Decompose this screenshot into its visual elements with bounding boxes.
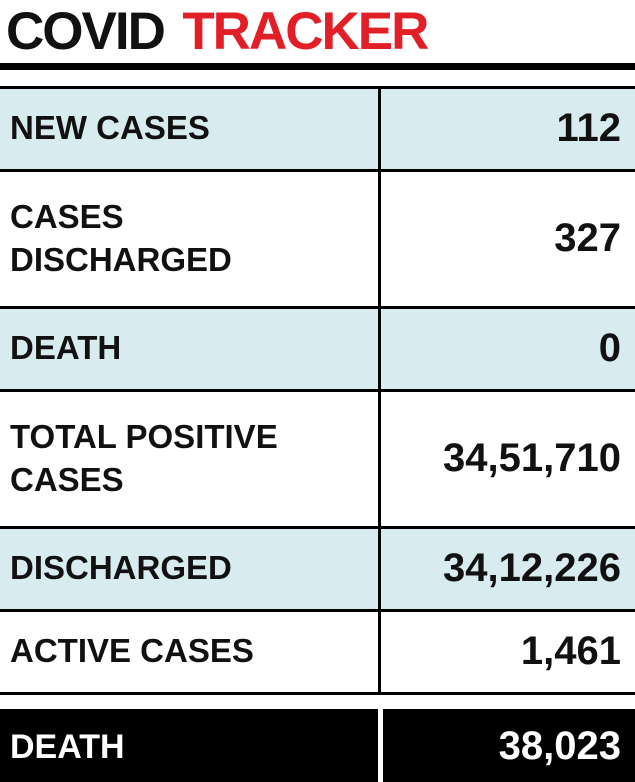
row-label-cell: NEW CASES: [10, 109, 210, 147]
row-value-cell: 327: [378, 171, 635, 306]
row-label-cell: CASES DISCHARGED: [10, 197, 232, 278]
table-row: TOTAL POSITIVE CASES 34,51,710: [0, 391, 635, 529]
title-covid: COVID: [6, 2, 166, 61]
page-title: COVID TRACKER: [0, 0, 635, 60]
row-value-cell: 34,51,710: [378, 391, 635, 526]
row-label-cell: DEATH: [10, 727, 125, 766]
title-tracker: TRACKER: [182, 2, 429, 61]
table-row: ACTIVE CASES 1,461: [0, 611, 635, 695]
row-label-cell: TOTAL POSITIVE CASES: [10, 417, 278, 498]
row-label-cell: ACTIVE CASES: [10, 632, 254, 670]
row-label-cell: DEATH: [10, 329, 122, 367]
table-row: DISCHARGED 34,12,226: [0, 528, 635, 612]
table-row-total-deaths: DEATH 38,023: [0, 708, 635, 782]
row-value-cell: 38,023: [378, 708, 635, 782]
row-value-cell: 112: [378, 88, 635, 169]
row-value-cell: 34,12,226: [378, 528, 635, 609]
covid-table: NEW CASES 112 CASES DISCHARGED 327 DEATH…: [0, 85, 635, 782]
table-row: DEATH 0: [0, 308, 635, 392]
table-row: NEW CASES 112: [0, 88, 635, 172]
title-underline: [0, 62, 635, 70]
table-row: CASES DISCHARGED 327: [0, 171, 635, 309]
row-value-cell: 1,461: [378, 611, 635, 692]
row-label-cell: DISCHARGED: [10, 549, 232, 587]
row-value-cell: 0: [378, 308, 635, 389]
